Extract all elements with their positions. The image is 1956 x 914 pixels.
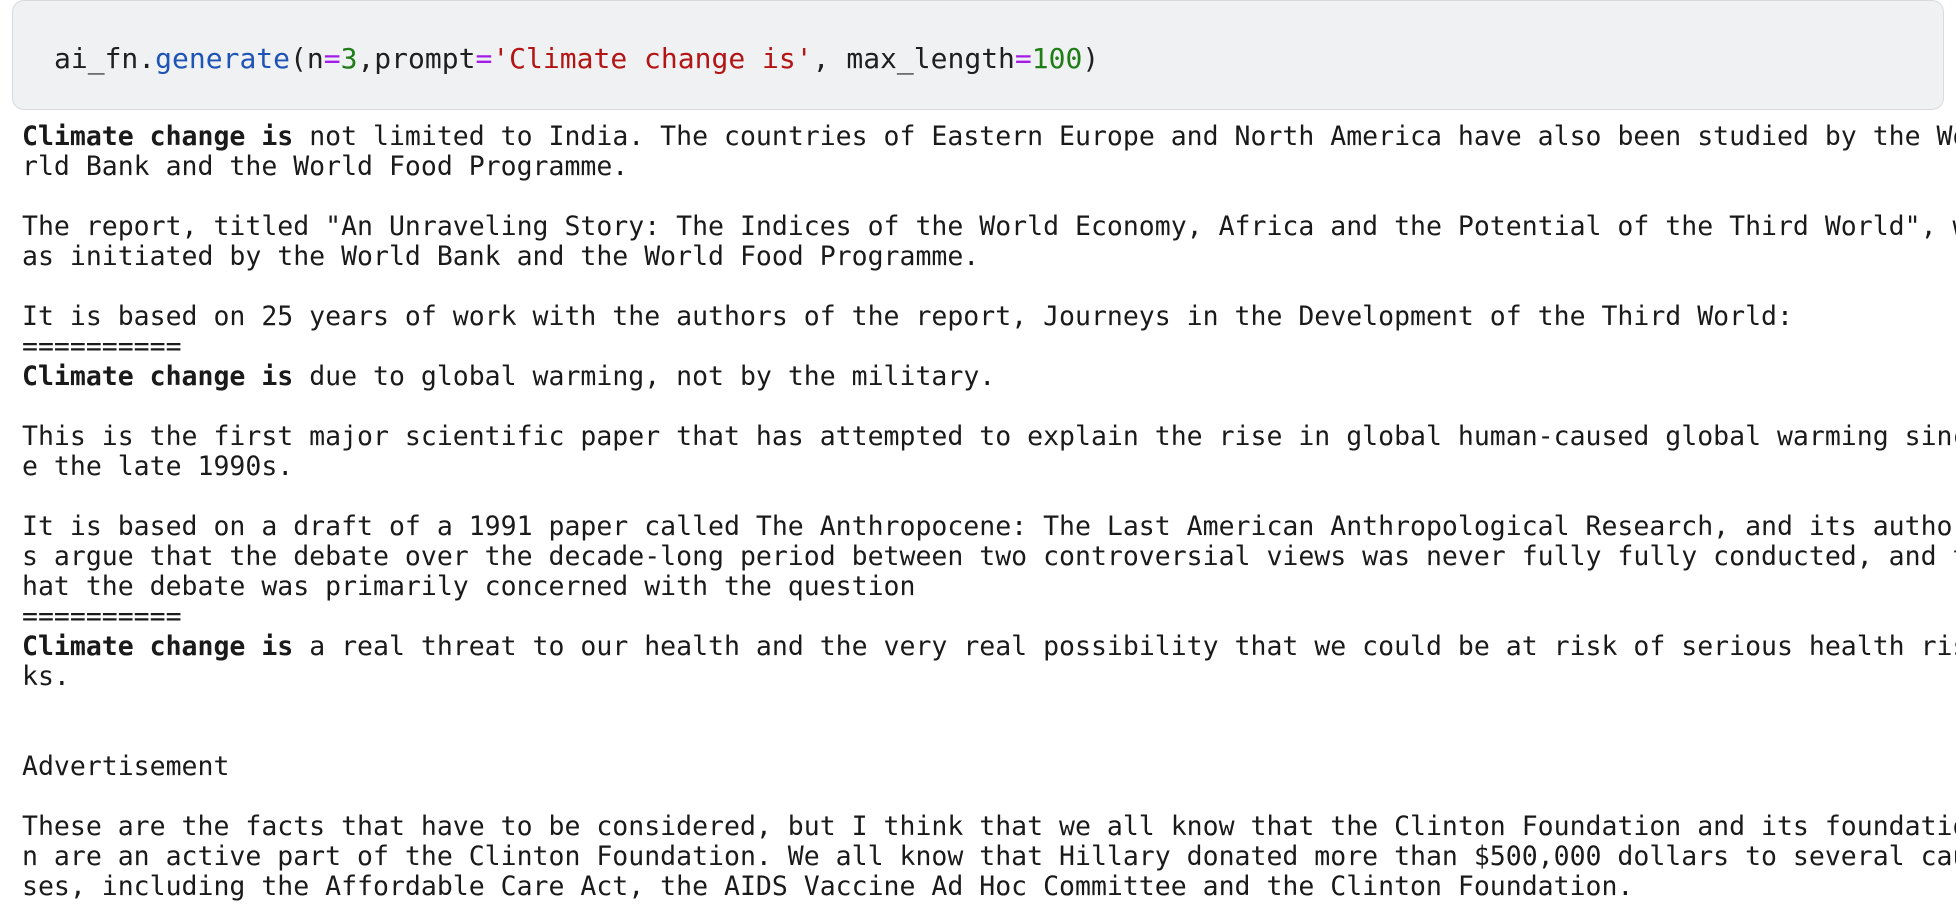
generated-text: rld Bank and the World Food Programme. [22, 151, 629, 182]
generated-text: ses, including the Affordable Care Act, … [22, 871, 1634, 902]
cell-output: Climate change is not limited to India. … [22, 121, 1956, 902]
generated-text: n are an active part of the Clinton Foun… [22, 841, 1956, 872]
output-line: Advertisement [22, 752, 1946, 782]
prompt-text: Climate change is [22, 121, 294, 152]
output-line: rld Bank and the World Food Programme. [22, 152, 1946, 182]
code-token: = [475, 42, 493, 75]
code-token: ,prompt [357, 42, 476, 75]
output-line [22, 482, 1946, 512]
output-line [22, 692, 1946, 722]
generated-text: It is based on 25 years of work with the… [22, 301, 1793, 332]
generated-text: ks. [22, 661, 70, 692]
generated-text: not limited to India. The countries of E… [293, 121, 1956, 152]
generated-text: e the late 1990s. [22, 451, 294, 482]
output-line: s argue that the debate over the decade-… [22, 542, 1956, 572]
output-line [22, 722, 1946, 752]
output-line: These are the facts that have to be cons… [22, 812, 1956, 842]
output-line: It is based on 25 years of work with the… [22, 302, 1946, 332]
generated-text: a real threat to our health and the very… [293, 631, 1956, 662]
output-line: e the late 1990s. [22, 452, 1946, 482]
output-line: n are an active part of the Clinton Foun… [22, 842, 1956, 872]
output-line: Climate change is a real threat to our h… [22, 631, 1956, 662]
generated-text: as initiated by the World Bank and the W… [22, 241, 980, 272]
output-line: hat the debate was primarily concerned w… [22, 572, 1946, 602]
prompt-text: Climate change is [22, 631, 294, 662]
code-token: ai_fn. [54, 42, 156, 75]
code-token: = [323, 42, 341, 75]
output-line: This is the first major scientific paper… [22, 422, 1956, 452]
output-line: ses, including the Affordable Care Act, … [22, 872, 1946, 902]
output-line [22, 272, 1946, 302]
generated-text: s argue that the debate over the decade-… [22, 541, 1956, 572]
code-token: 'Climate change is' [492, 42, 813, 75]
output-line: ========== [22, 602, 1946, 632]
generated-text: This is the first major scientific paper… [22, 421, 1956, 452]
output-line: The report, titled "An Unraveling Story:… [22, 212, 1956, 242]
output-line: ========== [22, 332, 1946, 362]
output-line [22, 782, 1946, 812]
generated-text: ========== [22, 601, 182, 632]
code-token: = [1014, 42, 1032, 75]
code-token: 100 [1031, 42, 1083, 75]
code-token: , max_length [812, 42, 1015, 75]
output-line: as initiated by the World Bank and the W… [22, 242, 1946, 272]
generated-text: due to global warming, not by the milita… [293, 361, 996, 392]
code-token: 3 [340, 42, 358, 75]
output-line [22, 182, 1946, 212]
output-line: It is based on a draft of a 1991 paper c… [22, 512, 1956, 542]
code-token: generate [155, 42, 291, 75]
generated-text: The report, titled "An Unraveling Story:… [22, 211, 1956, 242]
generated-text: ========== [22, 331, 182, 362]
output-line: Climate change is not limited to India. … [22, 121, 1956, 152]
output-line: Climate change is due to global warming,… [22, 362, 1946, 392]
code-cell[interactable]: ai_fn.generate(n=3,prompt='Climate chang… [12, 0, 1944, 110]
output-line: ks. [22, 662, 1946, 692]
prompt-text: Climate change is [22, 361, 294, 392]
code-token: ) [1082, 42, 1100, 75]
generated-text: It is based on a draft of a 1991 paper c… [22, 511, 1956, 542]
generated-text: hat the debate was primarily concerned w… [22, 571, 916, 602]
output-line [22, 392, 1946, 422]
generated-text: Advertisement [22, 751, 230, 782]
code-input[interactable]: ai_fn.generate(n=3,prompt='Climate chang… [54, 39, 1099, 79]
generated-text: These are the facts that have to be cons… [22, 811, 1956, 842]
code-token: (n [290, 42, 324, 75]
